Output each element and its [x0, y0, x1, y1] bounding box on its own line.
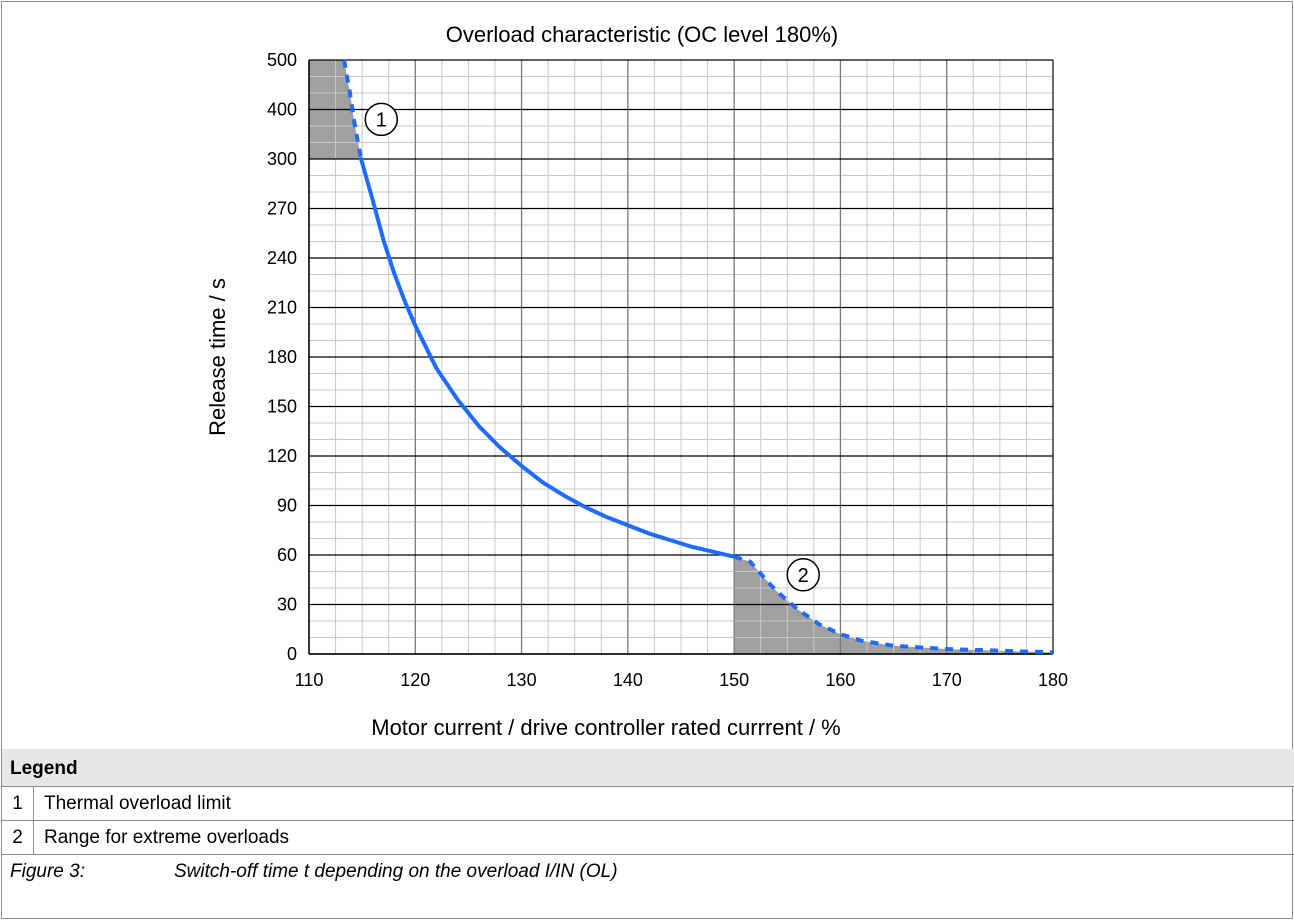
x-axis-label: Motor current / drive controller rated c…: [371, 715, 841, 740]
y-axis-label: Release time / s: [205, 278, 230, 436]
x-tick-label: 160: [825, 670, 855, 690]
legend-title: Legend: [10, 758, 78, 779]
overload-chart: 110 120 130 140 150 160 170 180 0 30 60 90 120 150 180…: [205, 22, 1068, 740]
annotation-circle: [364, 102, 399, 137]
y-tick-label: 240: [267, 248, 297, 268]
y-tick-label: 300: [267, 149, 297, 169]
x-tick-label: 110: [295, 670, 324, 690]
x-tick-label: 140: [613, 670, 643, 690]
y-tick-label: 60: [277, 545, 297, 565]
legend-item-number: 1: [2, 787, 34, 820]
chart-title: Overload characteristic (OC level 180%): [446, 22, 838, 47]
y-tick-label: 210: [267, 298, 297, 318]
series-line-dashed: [342, 59, 364, 160]
x-tick-label: 170: [932, 670, 962, 690]
y-tick-label: 0: [287, 644, 297, 664]
y-tick-label: 90: [277, 496, 297, 516]
caption-label: Figure 3:: [10, 861, 85, 882]
legend-row: 1 Thermal overload limit: [2, 787, 1294, 821]
x-tick-label: 150: [719, 670, 749, 690]
annotation-circle: [786, 558, 820, 592]
annotation-label: 2: [798, 565, 809, 587]
y-tick-label: 270: [267, 199, 297, 219]
legend-header: Legend: [2, 749, 1294, 787]
y-tick-label: 150: [267, 397, 297, 417]
x-tick-label: 120: [400, 670, 430, 690]
series-line-solid: [359, 157, 737, 559]
legend-item-text: Thermal overload limit: [44, 793, 231, 814]
chart-area: 110 120 130 140 150 160 170 180 0 30 60 90 120 150 180…: [2, 2, 1294, 750]
x-tick-label: 180: [1038, 670, 1068, 690]
y-tick-label: 500: [267, 50, 297, 70]
figure-caption: Figure 3: Switch-off time t depending on…: [2, 855, 1294, 919]
caption-text: Switch-off time t depending on the overl…: [174, 861, 618, 882]
y-tick-label: 180: [267, 347, 297, 367]
legend-row: 2 Range for extreme overloads: [2, 821, 1294, 855]
y-tick-label: 30: [277, 595, 297, 615]
y-tick-label: 120: [267, 446, 297, 466]
series-line-dashed: [733, 554, 1054, 655]
annotation-label: 1: [376, 109, 387, 131]
x-tick-label: 130: [507, 670, 537, 690]
legend-item-text: Range for extreme overloads: [44, 827, 290, 848]
y-tick-label: 400: [267, 100, 297, 120]
legend-item-number: 2: [2, 821, 34, 854]
